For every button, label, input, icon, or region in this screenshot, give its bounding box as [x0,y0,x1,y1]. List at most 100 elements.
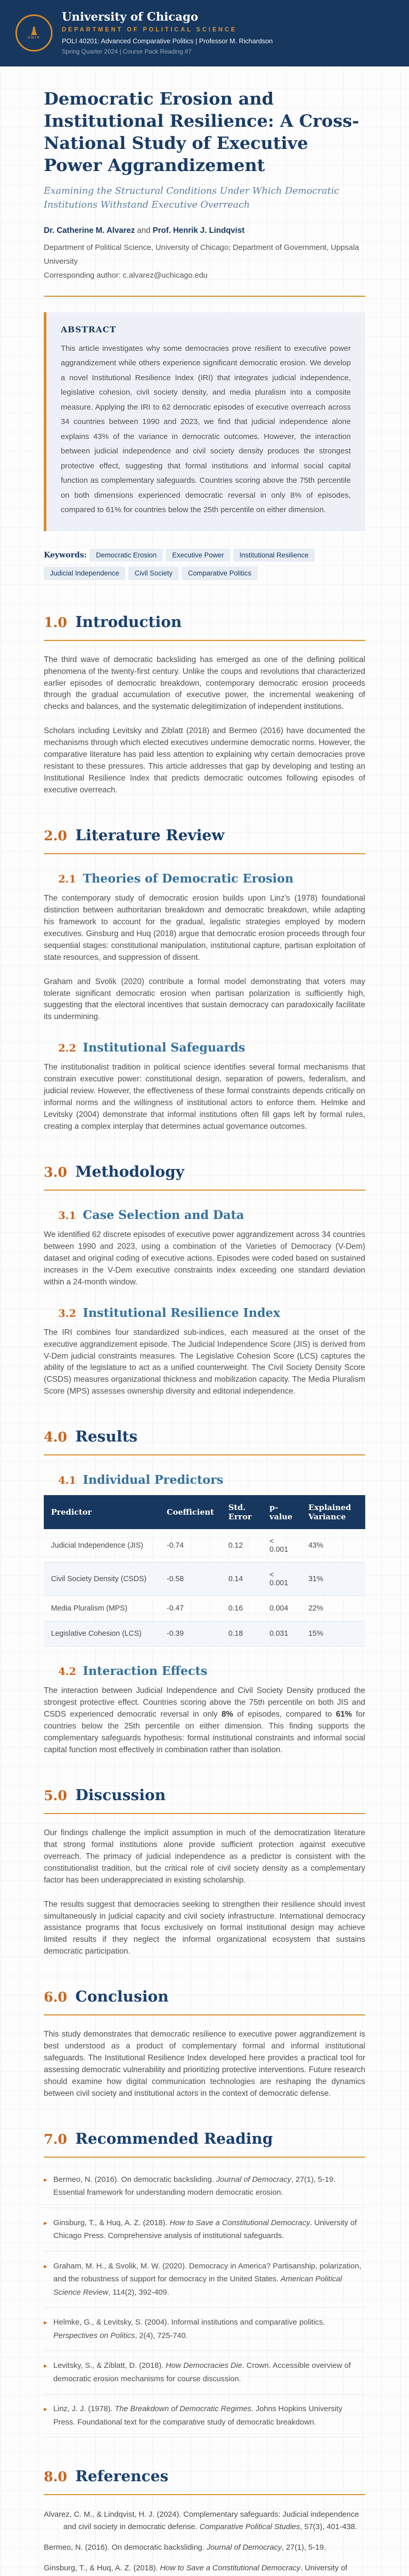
text-run: , 57(3), 401-438. [300,2522,357,2532]
italic-work-title: How Democracies Die [165,2361,243,2370]
table-row: Media Pluralism (MPS) -0.47 0.16 0.004 22% [44,1596,365,1622]
table-cell: < 0.001 [262,1529,301,1563]
italic-work-title: Comparative Political Studies [199,2522,300,2532]
section-literature-review: 2.0 Literature Review 2.1 Theories of De… [44,826,365,1133]
results-column-header: Coefficient [159,1495,221,1530]
section-introduction: 1.0 Introduction The third wave of democ… [44,613,365,796]
section-conclusion: 6.0 Conclusion This study demonstrates t… [44,1988,365,2100]
document-body: Democratic Erosion and Institutional Res… [0,66,409,2576]
subsection-number: 3.2 [58,1307,76,1319]
section-number: 1.0 [44,615,67,631]
text-run: , 27(1), 5-19. [281,2543,326,2552]
italic-work-title: How to Save a Constitutional Democracy [160,2564,301,2573]
section-rule [44,639,365,641]
department-name: DEPARTMENT OF POLITICAL SCIENCE [62,27,237,33]
subsection-title: Case Selection and Data [82,1208,244,1222]
section-rule [44,2014,365,2016]
table-cell: 0.16 [221,1596,263,1622]
section-heading: 1.0 Introduction [44,613,365,631]
table-cell: Media Pluralism (MPS) [44,1596,160,1622]
text-run: Helmke, G., & Levitsky, S. (2004). Infor… [53,2318,325,2327]
table-cell: 31% [301,1562,365,1597]
section-rule [44,1189,365,1191]
header-band: UNIV University of Chicago DEPARTMENT OF… [0,0,409,66]
arrow-bullet-icon: ▸ [44,2175,47,2183]
list-item: ▸ Helmke, G., & Levitsky, S. (2004). Info… [44,2308,365,2351]
results-column-header: Explained Variance [301,1495,365,1530]
corresponding-author-line: Corresponding author: c.alvarez@uchicago… [44,270,208,280]
table-cell: < 0.001 [262,1562,301,1597]
subsection-heading: 2.2 Institutional Safeguards [58,1041,365,1055]
section-number: 3.0 [44,1164,67,1180]
bold-statistic: 8% [221,1710,233,1719]
table-cell: -0.74 [159,1529,221,1563]
section-number: 8.0 [44,2469,67,2485]
abstract-text: This article investigates why some democ… [61,344,351,515]
section-number: 6.0 [44,1990,67,2006]
university-name: University of Chicago [62,10,198,24]
table-cell: 43% [301,1529,365,1563]
list-item: ▸ Linz, J. J. (1978). The Breakdown of De… [44,2394,365,2438]
section-recommended-reading: 7.0 Recommended Reading ▸ Bermeo, N. (201… [44,2130,365,2438]
reference-entry: Ginsburg, T., & Huq, A. Z. (2018). How t… [44,2562,365,2576]
keyword-pill: Judicial Independence [44,567,126,580]
section-title: Discussion [75,1786,166,1804]
table-row: Legislative Cohesion (LCS) -0.39 0.18 0.031… [44,1621,365,1647]
section-heading: 4.0 Results [44,1428,365,1445]
section-title: Recommended Reading [75,2129,273,2147]
reading-citation: Helmke, G., & Levitsky, S. (2004). Infor… [54,2316,365,2342]
subsection-title: Institutional Safeguards [82,1041,245,1055]
keyword-pill: Comparative Politics [181,567,258,580]
results-table: Predictor Coefficient Std. Error p-value Exp… [44,1495,365,1647]
reading-list: ▸ Bermeo, N. (2016). On democratic backsl… [44,2171,365,2438]
reference-list: Alvarez, C. M., & Lindqvist, H. J. (2024… [44,2509,365,2576]
table-cell: 0.18 [221,1621,263,1647]
section-heading: 6.0 Conclusion [44,1988,365,2005]
results-table-header-row: Predictor Coefficient Std. Error p-value Exp… [44,1495,365,1530]
text-run: Linz, J. J. (1978). [53,2404,115,2414]
section-heading: 3.0 Methodology [44,1163,365,1180]
section-heading: 5.0 Discussion [44,1786,365,1804]
paragraph: The IRI combines four standardized sub-i… [44,1328,365,1396]
italic-work-title: Perspectives on Politics [53,2331,135,2340]
keyword-pill: Civil Society [128,567,179,580]
section-number: 2.0 [44,828,67,844]
table-row: Judicial Independence (JIS) -0.74 0.12 < 0.… [44,1529,365,1563]
section-discussion: 5.0 Discussion Our findings challenge th… [44,1786,365,1958]
table-cell: 0.004 [262,1596,301,1622]
paragraph: Our findings challenge the implicit assu… [44,1828,365,1885]
keywords-label: Keywords: [44,550,87,560]
title-divider [44,295,365,297]
subsection-heading: 2.1 Theories of Democratic Erosion [58,872,365,886]
arrow-bullet-icon: ▸ [44,2262,47,2270]
paragraph: Scholars including Levitsky and Ziblatt … [44,726,365,795]
italic-work-title: Journal of Democracy [206,2543,282,2552]
section-heading: 8.0 References [44,2467,365,2485]
arrow-bullet-icon: ▸ [44,2362,47,2370]
paragraph: The third wave of democratic backsliding… [44,655,365,711]
table-cell: -0.47 [159,1596,221,1622]
italic-work-title: Journal of Democracy [216,2175,292,2184]
keywords-row: Keywords: Democratic Erosion Executive Pow… [44,547,365,583]
reading-citation: Linz, J. J. (1978). The Breakdown of Dem… [54,2402,365,2429]
text-run: Ginsburg, T., & Huq, A. Z. (2018). [44,2564,160,2573]
reading-citation: Graham, M. H., & Svolik, M. W. (2020). D… [54,2260,365,2299]
author-conjunction: and [134,226,153,235]
phoenix-icon [28,26,40,35]
keyword-pill: Democratic Erosion [90,548,163,562]
list-item: ▸ Levitsky, S., & Ziblatt, D. (2018). How… [44,2351,365,2395]
paragraph: The contemporary study of democratic ero… [44,893,365,962]
subsection-number: 2.2 [58,1042,76,1055]
subsection-heading: 3.1 Case Selection and Data [58,1208,365,1222]
subsection-title: Interaction Effects [82,1664,208,1679]
section-rule [44,2156,365,2158]
text-run: Ginsburg, T., & Huq, A. Z. (2018). [53,2218,170,2227]
section-title: References [75,2467,168,2485]
subsection-number: 3.1 [58,1209,76,1222]
author-line: Dr. Catherine M. Alvarez and Prof. Henri… [44,226,365,235]
paragraph: Graham and Svolik (2020) contribute a fo… [44,977,365,1022]
section-title: Conclusion [75,1988,169,2006]
section-results: 4.0 Results 4.1 Individual Predictors Pr… [44,1428,365,1756]
reference-entry: Alvarez, C. M., & Lindqvist, H. J. (2024… [44,2509,365,2533]
term-line: Spring Quarter 2024 | Course Pack Readin… [62,48,192,55]
